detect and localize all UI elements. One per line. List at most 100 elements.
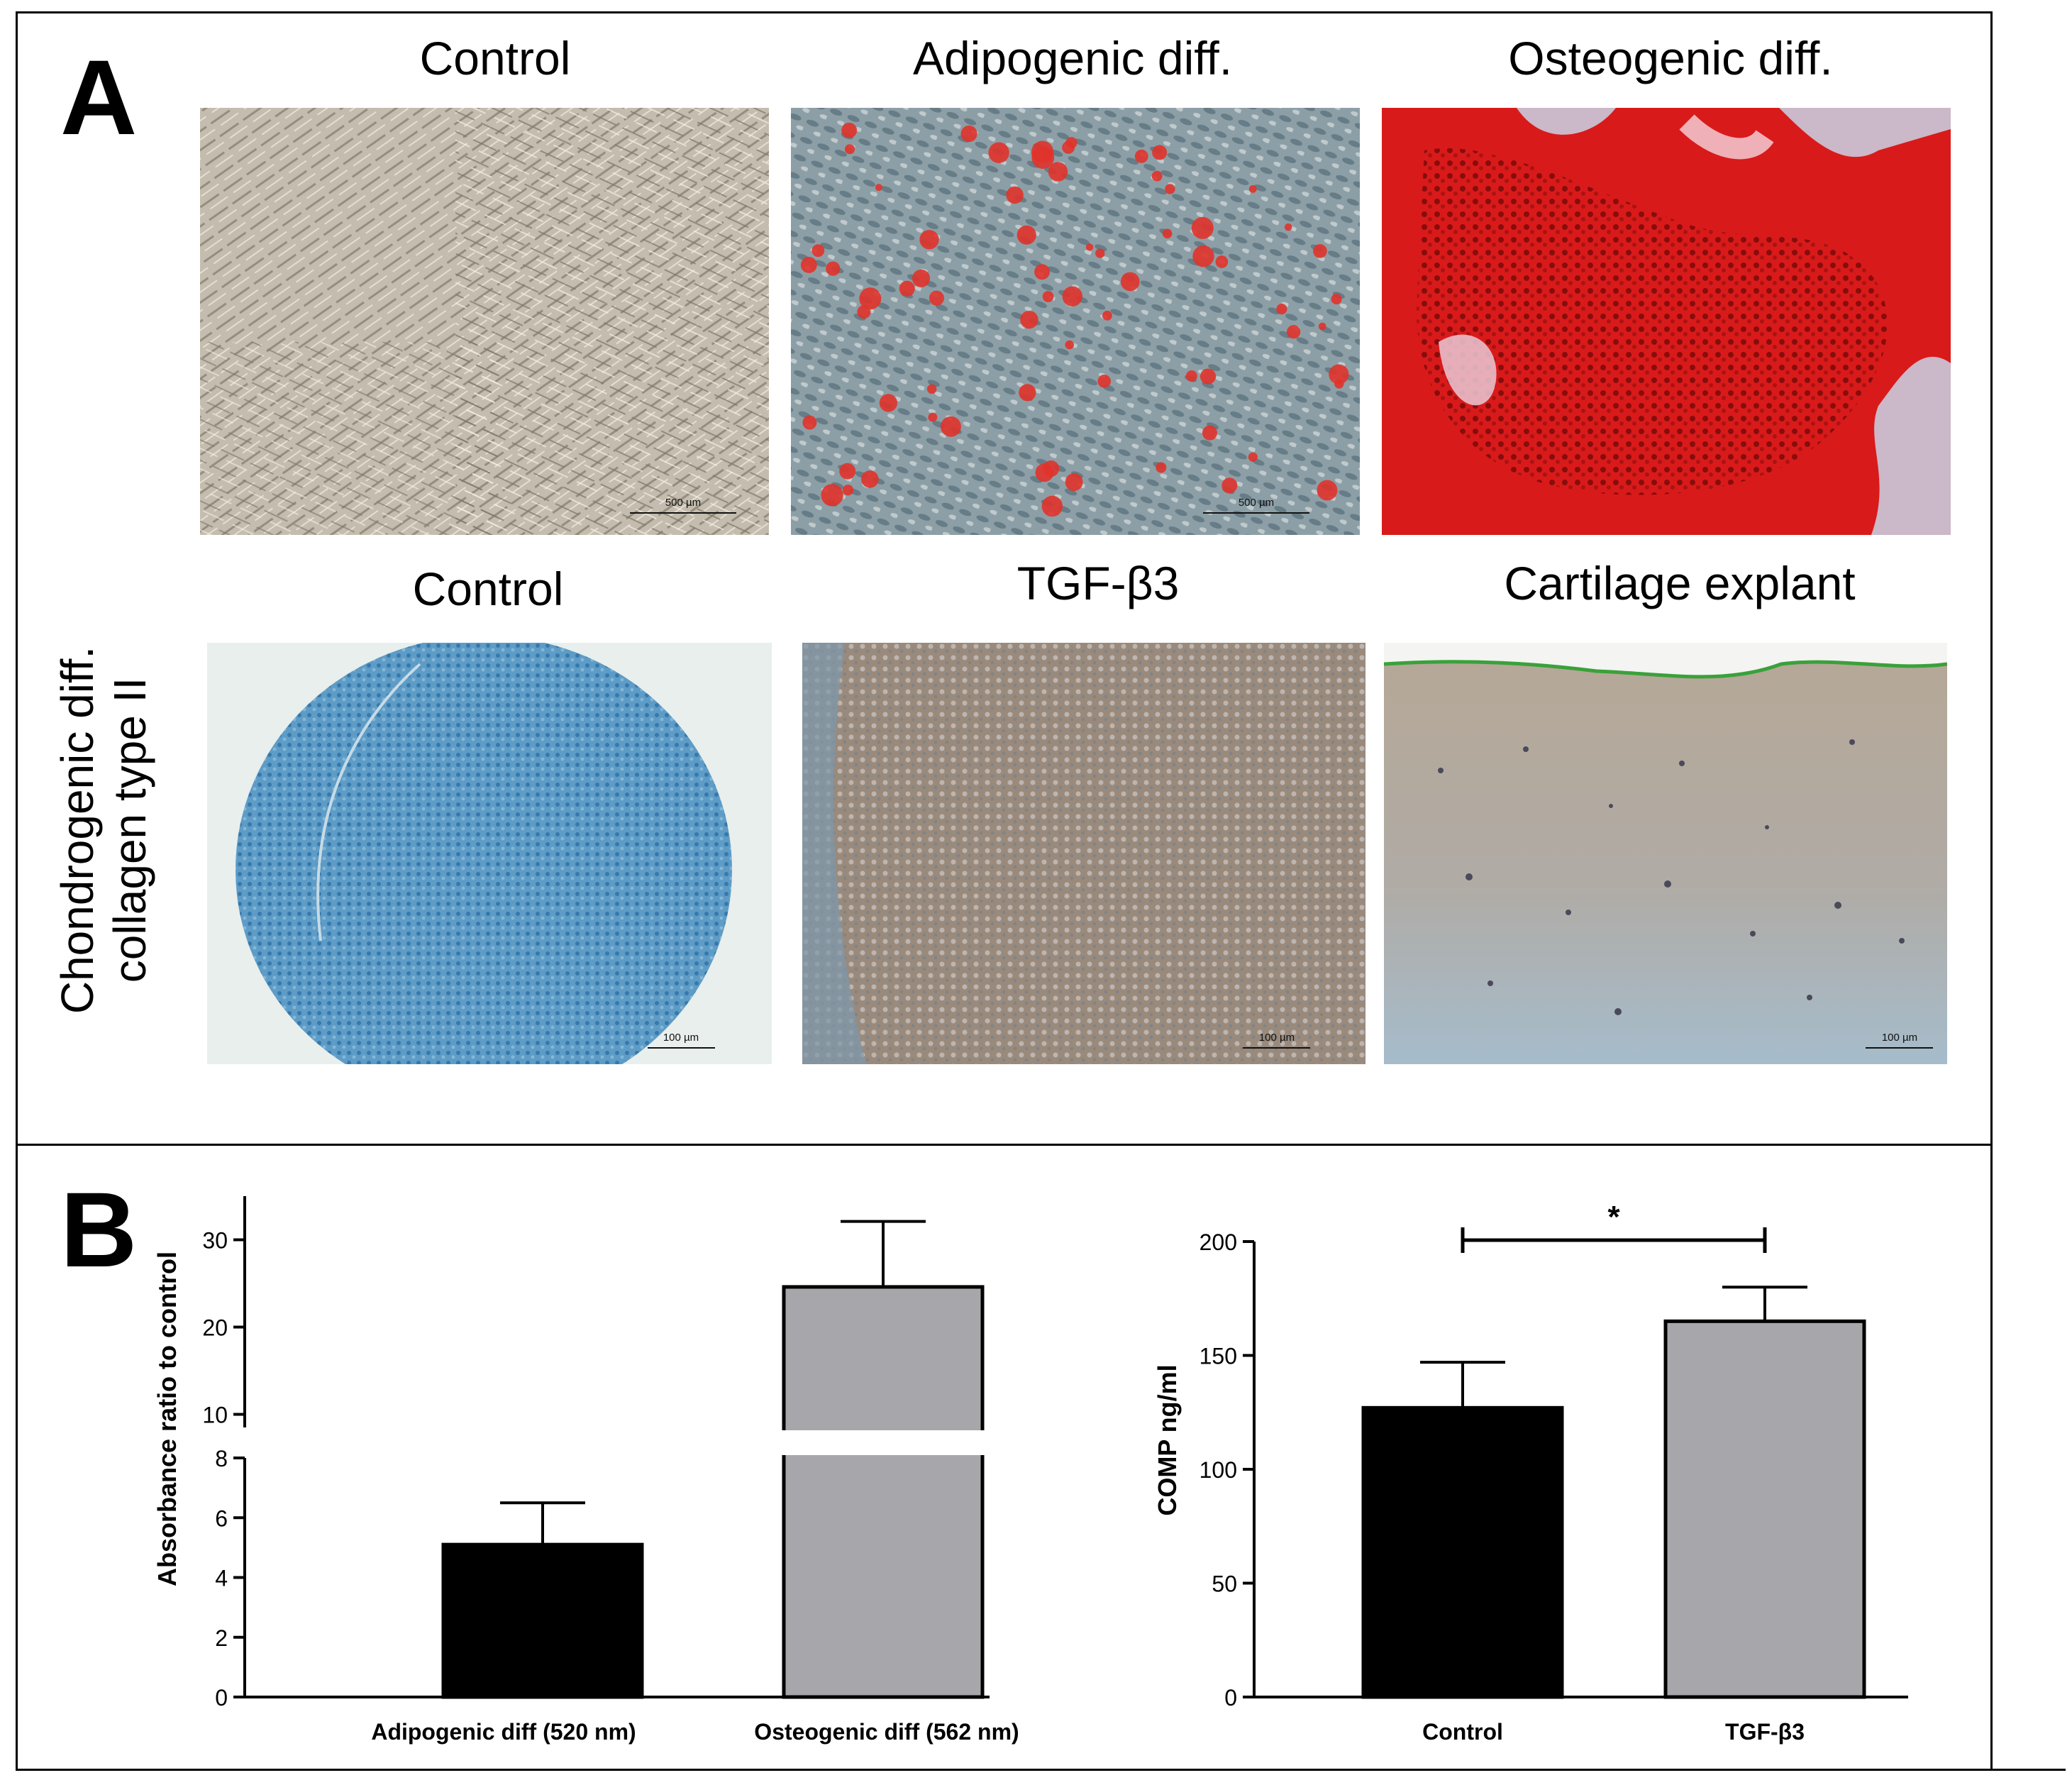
micrograph-control-culture — [200, 108, 769, 535]
lipid-droplet — [821, 484, 843, 507]
comp-chart: COMP ng/ml 0 50 100 150 200 Control TGF-β3 * — [1153, 1200, 1908, 1745]
lipid-droplet — [1065, 473, 1083, 492]
lipid-droplet — [844, 144, 855, 155]
scale-bar-label: 500 µm — [1238, 497, 1275, 509]
lipid-droplet — [1185, 370, 1197, 382]
scale-bar-label: 500 µm — [665, 497, 702, 509]
y-tick-label: 0 — [1224, 1685, 1237, 1711]
lipid-droplet — [1097, 374, 1112, 388]
lipid-droplet — [861, 470, 879, 488]
lipid-droplet — [1331, 294, 1342, 305]
lipid-droplet — [912, 269, 931, 287]
lipid-droplet — [800, 257, 817, 273]
title-osteogenic: Osteogenic diff. — [1508, 32, 1833, 84]
figure-border-top — [16, 11, 1993, 13]
panel-divider — [16, 1144, 1993, 1146]
micrograph-osteogenic — [1382, 108, 1951, 535]
scale-bar-label: 100 µm — [1881, 1032, 1918, 1044]
title-cartilage-explant: Cartilage explant — [1504, 557, 1856, 609]
lipid-droplet — [1016, 225, 1036, 245]
y-tick-label: 2 — [215, 1625, 228, 1651]
lipid-droplet — [1020, 310, 1038, 329]
lipid-droplet — [857, 305, 871, 319]
lipid-droplet — [1276, 303, 1287, 315]
y-tick-label: 200 — [1200, 1229, 1237, 1255]
lipid-droplet — [988, 142, 1009, 163]
y-tick-label: 8 — [215, 1446, 228, 1471]
lipid-droplet — [859, 287, 882, 310]
lipid-droplet — [1334, 379, 1344, 389]
title-control-pellet: Control — [412, 563, 564, 615]
lipid-droplet — [1031, 140, 1054, 163]
lipid-droplet — [1042, 291, 1054, 302]
lipid-droplet — [826, 261, 841, 276]
lipid-droplet — [1041, 495, 1063, 517]
x-category-label: TGF-β3 — [1725, 1719, 1805, 1745]
micrograph-control-pellet — [207, 643, 772, 1064]
scale-bar — [648, 1047, 715, 1049]
bar — [782, 1285, 985, 1699]
figure-border-bottom — [16, 1769, 2066, 1771]
scale-bar-label: 100 µm — [663, 1032, 699, 1044]
lipid-droplet — [1202, 425, 1218, 441]
scale-bar — [630, 512, 736, 514]
y-tick-label: 0 — [215, 1685, 228, 1711]
lipid-droplet — [802, 415, 817, 430]
y-tick-label: 10 — [202, 1403, 228, 1428]
lipid-droplet — [1062, 286, 1083, 306]
lipid-droplet — [960, 125, 977, 143]
lipid-droplet — [1035, 463, 1054, 482]
title-tgf-pellet: TGF-β3 — [1016, 557, 1180, 609]
lipid-droplet — [1095, 248, 1105, 258]
figure-border-right — [1990, 11, 1993, 1771]
lipid-droplet — [1284, 223, 1292, 231]
lipid-droplet — [1156, 462, 1167, 473]
y-tick-label: 150 — [1200, 1344, 1237, 1369]
lipid-droplet — [1019, 384, 1036, 402]
bar — [441, 1542, 644, 1699]
y-tick-label: 50 — [1212, 1571, 1237, 1597]
lipid-droplet — [1200, 368, 1217, 385]
lipid-droplet — [1120, 272, 1140, 292]
axis-break-gap — [231, 1430, 997, 1455]
lipid-droplet — [1065, 340, 1074, 350]
y-tick-label: 4 — [215, 1566, 228, 1591]
lipid-droplet — [841, 122, 858, 138]
lipid-droplet — [839, 463, 856, 480]
lipid-droplet — [929, 290, 944, 306]
lipid-droplet — [1318, 322, 1326, 331]
lipid-droplet — [1221, 477, 1238, 494]
lipid-droplet — [1191, 216, 1214, 239]
lipid-droplet — [899, 280, 915, 297]
x-category-label: Adipogenic diff (520 nm) — [371, 1719, 636, 1745]
micrograph-cartilage-explant — [1384, 643, 1947, 1064]
absorbance-chart: Absorbance ratio to control 02468102030 … — [153, 1196, 1019, 1745]
lipid-droplet — [842, 485, 854, 496]
lipid-droplet — [1048, 162, 1068, 182]
lipid-droplet — [1151, 170, 1163, 182]
lipid-droplet — [941, 416, 961, 437]
lipid-droplet — [1313, 244, 1327, 258]
micrograph-adipogenic — [791, 108, 1360, 535]
lipid-droplet — [875, 184, 882, 192]
lipid-droplet — [811, 244, 825, 258]
lipid-droplet — [1134, 149, 1148, 163]
lipid-droplet — [1152, 145, 1168, 160]
significance-marker: * — [1607, 1200, 1620, 1234]
y-tick-label: 6 — [215, 1505, 228, 1531]
lipid-droplet — [1286, 325, 1301, 339]
lipid-droplet — [1034, 264, 1050, 280]
lipid-droplet — [919, 230, 939, 250]
scale-bar — [1243, 1047, 1310, 1049]
lipid-droplet — [1248, 185, 1257, 193]
y-tick-label: 30 — [202, 1228, 228, 1254]
y-tick-label: 100 — [1200, 1457, 1237, 1483]
lipid-droplet — [879, 394, 898, 412]
lipid-droplet — [1215, 255, 1229, 268]
micrograph-tgf-pellet — [802, 643, 1365, 1064]
lipid-droplet — [1317, 480, 1338, 501]
y-axis-label: Absorbance ratio to control — [153, 1251, 182, 1586]
lipid-droplet — [928, 412, 938, 422]
lipid-droplet — [1062, 140, 1075, 154]
